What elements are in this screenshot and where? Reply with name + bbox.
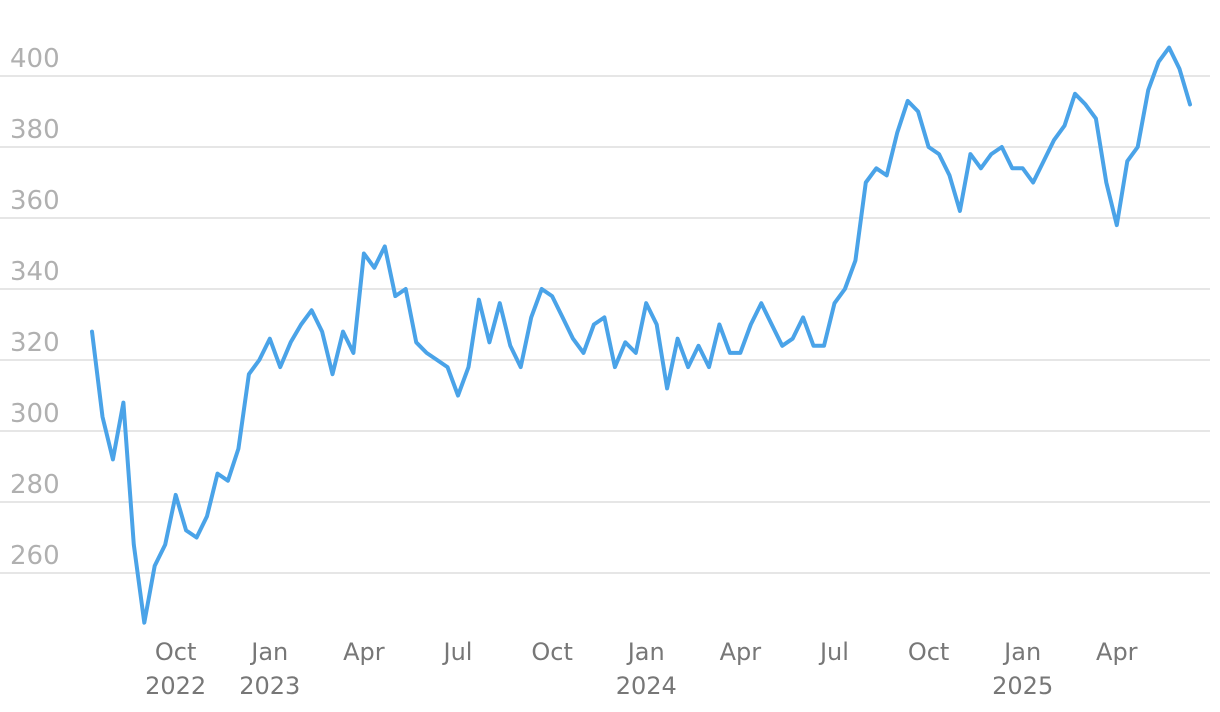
x-tick-year: 2025 bbox=[992, 672, 1053, 700]
y-tick-label: 400 bbox=[10, 44, 60, 74]
x-tick-label: Jan bbox=[626, 638, 665, 666]
y-tick-label: 380 bbox=[10, 115, 60, 145]
x-tick-label: Jan bbox=[1002, 638, 1041, 666]
x-tick-year: 2023 bbox=[239, 672, 300, 700]
x-tick-label: Oct bbox=[155, 638, 197, 666]
x-tick-label: Jan bbox=[249, 638, 288, 666]
x-tick-year: 2022 bbox=[145, 672, 206, 700]
x-tick-label: Oct bbox=[531, 638, 573, 666]
x-tick-label: Oct bbox=[908, 638, 950, 666]
y-tick-label: 340 bbox=[10, 257, 60, 287]
x-tick-label: Apr bbox=[720, 638, 762, 666]
y-tick-label: 260 bbox=[10, 541, 60, 571]
x-tick-label: Apr bbox=[343, 638, 385, 666]
y-tick-label: 300 bbox=[10, 399, 60, 429]
x-tick-label: Jul bbox=[818, 638, 849, 666]
y-tick-label: 320 bbox=[10, 328, 60, 358]
price-line bbox=[90, 45, 1192, 625]
y-tick-label: 360 bbox=[10, 186, 60, 216]
x-tick-year: 2024 bbox=[616, 672, 677, 700]
x-tick-label: Apr bbox=[1096, 638, 1138, 666]
x-tick-label: Jul bbox=[442, 638, 473, 666]
y-tick-label: 280 bbox=[10, 470, 60, 500]
